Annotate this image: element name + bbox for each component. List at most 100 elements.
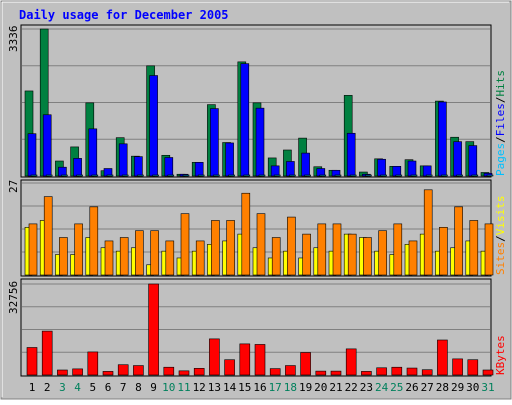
x-tick-label-day-18: 18 [284, 381, 297, 394]
legend-sep-3: / [494, 235, 507, 242]
legend-hits-files-pages: Pages/Files/Hits [494, 70, 507, 176]
legend-kbytes: KBytes [494, 335, 507, 375]
bar-kbytes-day-10 [163, 366, 175, 376]
bar-kbytes-day-17 [269, 368, 281, 376]
x-tick-label-day-9: 9 [150, 381, 157, 394]
x-tick-label-day-28: 28 [436, 381, 449, 394]
bar-sites-day-4 [74, 223, 83, 276]
bar-sites-day-22 [347, 233, 357, 276]
bar-kbytes-day-23 [361, 371, 372, 376]
bar-kbytes-day-22 [345, 348, 357, 376]
bar-sites-day-28 [439, 226, 448, 276]
bar-sites-day-17 [271, 237, 281, 276]
bar-files-day-25 [392, 166, 402, 177]
bar-files-day-17 [270, 165, 280, 177]
bar-kbytes-day-6 [102, 371, 114, 376]
bar-kbytes-day-20 [315, 370, 327, 376]
x-tick-label-day-4: 4 [74, 381, 81, 394]
x-tick-label-day-20: 20 [314, 381, 327, 394]
legend-hits: Hits [494, 70, 507, 97]
bar-pages-day-13 [213, 174, 220, 177]
bar-sites-day-15 [241, 192, 251, 276]
bar-pages-day-24 [380, 174, 387, 177]
bar-files-day-30 [468, 145, 478, 177]
bar-sites-day-10 [165, 240, 175, 276]
x-tick-label-day-31: 31 [481, 381, 494, 394]
x-tick-label-day-6: 6 [105, 381, 112, 394]
bar-sites-day-8 [135, 230, 144, 276]
bar-kbytes-day-5 [87, 351, 99, 376]
bar-sites-day-16 [256, 213, 266, 276]
x-tick-label-day-2: 2 [44, 381, 51, 394]
bar-pages-day-15 [243, 174, 251, 177]
x-tick-label-day-8: 8 [135, 381, 142, 394]
bar-files-day-28 [438, 101, 447, 177]
bar-pages-day-10 [167, 174, 175, 177]
bar-pages-day-3 [61, 174, 68, 177]
x-tick-label-day-26: 26 [405, 381, 418, 394]
x-tick-label-day-5: 5 [89, 381, 96, 394]
bar-pages-day-11 [182, 174, 190, 177]
panel-visits-max-label: 27 [7, 180, 20, 193]
bar-sites-day-26 [408, 240, 418, 276]
bar-pages-day-1 [30, 174, 38, 177]
bar-sites-day-14 [226, 220, 235, 276]
bar-pages-day-19 [304, 174, 311, 177]
bar-pages-day-8 [137, 174, 144, 177]
bar-kbytes-day-2 [41, 330, 53, 376]
bar-sites-day-29 [454, 206, 463, 276]
bar-files-day-26 [407, 160, 417, 177]
bar-sites-day-7 [119, 237, 129, 276]
bar-pages-day-12 [197, 174, 205, 177]
x-axis-labels: 1 2 3 4 5 6 7 8 9 10 11 12 13 14 15 16 17 18 19 20 21 22 23 24 2… [29, 381, 495, 394]
bar-kbytes-day-30 [467, 359, 479, 376]
bar-kbytes-day-11 [178, 370, 190, 376]
x-tick-label-day-22: 22 [345, 381, 358, 394]
legend-sep-1: / [494, 136, 507, 143]
legend-files: Files [494, 103, 507, 136]
bar-pages-day-31 [486, 174, 494, 177]
bar-kbytes-day-19 [300, 352, 311, 376]
bar-pages-day-17 [273, 174, 281, 177]
bar-kbytes-day-4 [72, 368, 83, 376]
bar-pages-day-14 [228, 174, 235, 177]
x-tick-label-day-17: 17 [269, 381, 282, 394]
bar-pages-day-21 [334, 174, 342, 177]
bar-sites-day-30 [469, 220, 479, 276]
bar-pages-day-30 [471, 174, 479, 177]
bar-pages-day-25 [395, 174, 403, 177]
bar-kbytes-day-7 [117, 364, 129, 376]
bar-kbytes-day-25 [391, 366, 403, 376]
legend-sites-visits: Sites/Visits [494, 196, 507, 276]
x-tick-label-day-19: 19 [299, 381, 312, 394]
bar-sites-day-11 [180, 213, 190, 276]
bar-files-day-2 [42, 114, 52, 177]
bar-files-day-24 [377, 158, 386, 177]
bar-pages-day-2 [45, 174, 53, 177]
bar-sites-day-19 [302, 233, 311, 276]
bar-sites-day-25 [393, 223, 403, 276]
legend-sites: Sites [494, 242, 507, 275]
bar-pages-day-27 [425, 174, 433, 177]
bar-sites-day-21 [332, 223, 342, 276]
bar-sites-day-20 [317, 223, 327, 276]
bar-sites-day-12 [195, 240, 205, 276]
bar-kbytes-day-29 [452, 358, 463, 376]
bar-kbytes-day-16 [254, 344, 266, 376]
x-tick-label-day-14: 14 [223, 381, 237, 394]
panel-hits-max-label: 3336 [7, 26, 20, 53]
chart-title: Daily usage for December 2005 [19, 8, 229, 22]
legend-sep-2: / [494, 97, 507, 104]
x-tick-label-day-12: 12 [193, 381, 206, 394]
x-tick-label-day-10: 10 [162, 381, 175, 394]
bar-kbytes-day-26 [406, 367, 418, 376]
bar-sites-day-23 [363, 237, 372, 276]
bar-files-day-3 [58, 166, 67, 177]
x-tick-label-day-25: 25 [390, 381, 403, 394]
bar-kbytes-day-9 [148, 283, 159, 376]
x-tick-label-day-15: 15 [238, 381, 251, 394]
bar-sites-day-31 [484, 223, 494, 276]
bar-kbytes-day-8 [133, 365, 144, 376]
bar-kbytes-day-14 [224, 359, 235, 376]
